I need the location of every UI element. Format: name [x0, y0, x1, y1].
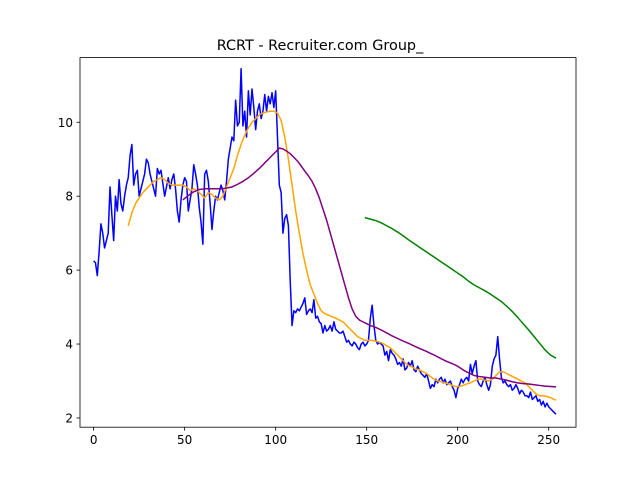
x-tick-label: 150: [355, 433, 378, 447]
x-tick-label: 50: [177, 433, 192, 447]
series-line-4: [364, 216, 557, 359]
series-line-3: [182, 147, 557, 388]
plot-area-frame: [79, 57, 577, 428]
y-tick-label: 10: [58, 116, 73, 130]
y-axis: 2 4 6 8 10: [58, 116, 80, 425]
chart-title: RCRT - Recruiter.com Group_: [217, 38, 424, 54]
series-line-2: [127, 110, 557, 401]
y-tick-label: 4: [65, 338, 73, 352]
x-tick-label: 200: [446, 433, 469, 447]
series-layer: [93, 67, 557, 415]
x-tick-label: 250: [537, 433, 560, 447]
x-tick-label: 0: [90, 433, 98, 447]
y-tick-label: 2: [65, 411, 73, 425]
y-tick-label: 8: [65, 190, 73, 204]
series-line-1: [93, 67, 557, 415]
x-tick-label: 100: [264, 433, 287, 447]
y-tick-label: 6: [65, 264, 73, 278]
x-axis: 0 50 100 150 200 250: [90, 427, 560, 447]
